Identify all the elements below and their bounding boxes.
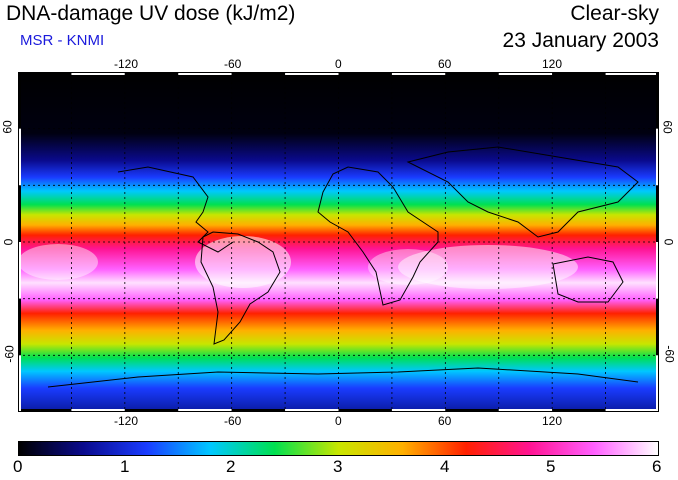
frame-segment-top — [605, 72, 659, 75]
lon-tick-top: 60 — [438, 57, 452, 71]
frame-segment-top — [498, 72, 553, 75]
colorbar-label: 1 — [120, 457, 130, 476]
map-title: DNA-damage UV dose (kJ/m2) — [6, 2, 296, 25]
frame-segment-left — [18, 128, 21, 186]
source-label: MSR - KNMI — [20, 32, 105, 49]
frame-segment-top — [552, 72, 606, 75]
colorbar-label: 3 — [333, 457, 343, 476]
frame-segment-right — [656, 185, 659, 242]
sky-condition: Clear-sky — [570, 2, 659, 25]
frame-segment-bottom — [391, 409, 446, 412]
frame-segment-top — [391, 72, 446, 75]
frame-segment-top — [231, 72, 286, 75]
frame-segment-left — [18, 298, 21, 356]
frame-segment-bottom — [178, 409, 232, 412]
lat-tick-right: -60 — [662, 345, 677, 363]
lat-tick-left: 0 — [1, 238, 16, 246]
lat-tick-right: 0 — [661, 238, 676, 246]
map-date: 23 January 2003 — [502, 29, 659, 52]
lon-tick-top: 120 — [542, 57, 563, 71]
frame-segment-right — [656, 72, 659, 129]
colorbar-label: 5 — [546, 457, 556, 476]
frame-segment-top — [285, 72, 339, 75]
lon-tick-bottom: 60 — [438, 414, 452, 428]
colorbar-label: 6 — [652, 457, 662, 476]
lat-tick-right: 60 — [660, 120, 675, 134]
frame-segment-left — [18, 185, 21, 242]
lon-tick-bottom: 0 — [335, 414, 342, 428]
lat-tick-left: -60 — [2, 345, 17, 363]
frame-segment-bottom — [18, 409, 72, 412]
frame-segment-bottom — [498, 409, 553, 412]
colorbar-label: 0 — [13, 457, 23, 476]
lon-tick-top: -60 — [224, 57, 242, 71]
frame-segment-top — [71, 72, 125, 75]
colorbar-label: 2 — [226, 457, 236, 476]
lon-tick-bottom: -120 — [114, 414, 139, 428]
frame-segment-top — [178, 72, 232, 75]
colorbar-label: 4 — [440, 457, 450, 476]
frame-segment-right — [656, 298, 659, 356]
map-grid — [18, 72, 659, 412]
frame-segment-bottom — [124, 409, 179, 412]
frame-segment-right — [656, 355, 659, 412]
frame-segment-top — [338, 72, 392, 75]
frame-segment-bottom — [552, 409, 606, 412]
lon-tick-bottom: -60 — [224, 414, 242, 428]
frame-segment-bottom — [231, 409, 286, 412]
colorbar — [18, 441, 659, 456]
frame-segment-bottom — [71, 409, 125, 412]
frame-segment-left — [18, 242, 21, 299]
frame-segment-bottom — [285, 409, 339, 412]
lat-tick-left: 60 — [0, 120, 15, 134]
lon-tick-bottom: 120 — [542, 414, 563, 428]
frame-segment-top — [124, 72, 179, 75]
frame-segment-right — [656, 128, 659, 186]
frame-segment-right — [656, 242, 659, 299]
frame-segment-bottom — [445, 409, 499, 412]
map-border — [18, 72, 659, 412]
frame-segment-top — [18, 72, 72, 75]
lon-tick-top: 0 — [335, 57, 342, 71]
frame-segment-top — [445, 72, 499, 75]
frame-segment-bottom — [605, 409, 659, 412]
frame-segment-left — [18, 355, 21, 412]
lon-tick-top: -120 — [114, 57, 139, 71]
frame-segment-bottom — [338, 409, 392, 412]
frame-segment-left — [18, 72, 21, 129]
